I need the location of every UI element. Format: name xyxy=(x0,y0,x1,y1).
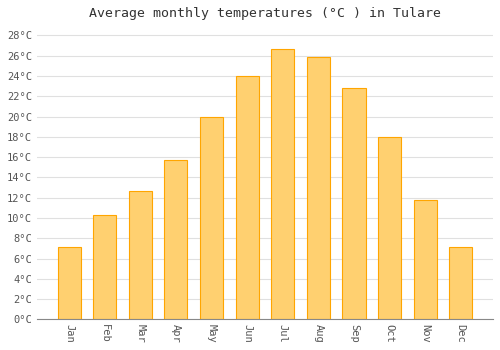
Bar xyxy=(378,137,401,320)
Bar xyxy=(307,57,330,320)
Bar xyxy=(236,76,258,320)
Bar xyxy=(128,191,152,320)
Title: Average monthly temperatures (°C ) in Tulare: Average monthly temperatures (°C ) in Tu… xyxy=(89,7,441,20)
Bar xyxy=(449,247,472,320)
Bar xyxy=(200,117,223,320)
Bar xyxy=(414,200,436,320)
Bar xyxy=(58,247,80,320)
Bar xyxy=(271,49,294,320)
Bar xyxy=(342,88,365,320)
Bar xyxy=(164,160,188,320)
Bar xyxy=(93,215,116,320)
